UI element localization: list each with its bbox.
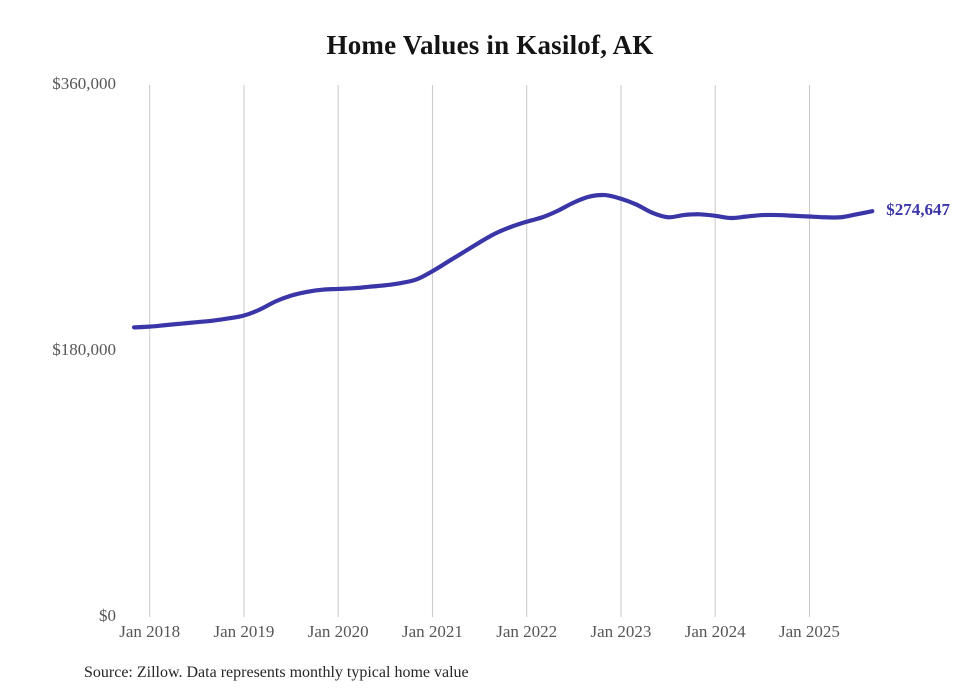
y-tick-360000: $360,000 <box>52 74 116 93</box>
series-end-value-label: $274,647 <box>886 200 951 220</box>
x-tick-jan-2024: Jan 2024 <box>684 622 746 641</box>
chart-title: Home Values in Kasilof, AK <box>326 30 654 60</box>
x-tick-jan-2023: Jan 2023 <box>590 622 652 641</box>
source-note: Source: Zillow. Data represents monthly … <box>84 664 469 681</box>
x-tick-jan-2018: Jan 2018 <box>119 622 181 641</box>
y-tick-0: $0 <box>99 606 116 625</box>
gridlines-group <box>149 85 810 617</box>
x-tick-jan-2020: Jan 2020 <box>307 622 369 641</box>
x-tick-jan-2021: Jan 2021 <box>401 622 463 641</box>
x-tick-jan-2019: Jan 2019 <box>213 622 275 641</box>
x-tick-jan-2025: Jan 2025 <box>778 622 840 641</box>
y-tick-180000: $180,000 <box>52 340 116 359</box>
x-tick-jan-2022: Jan 2022 <box>496 622 558 641</box>
line-series-typical-home-value <box>131 192 875 330</box>
